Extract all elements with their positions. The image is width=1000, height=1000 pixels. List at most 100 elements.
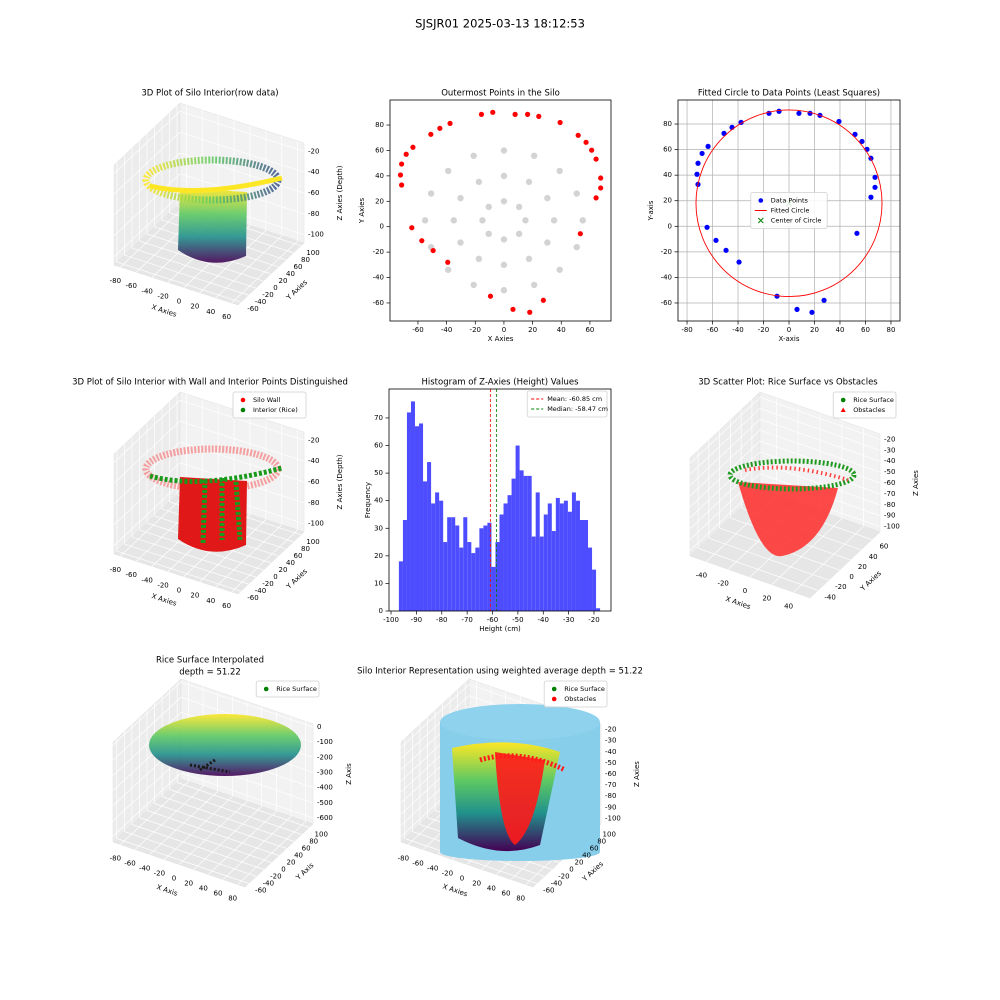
grid-line — [154, 803, 287, 849]
z-tick-label: -500 — [317, 799, 333, 807]
bar — [479, 528, 484, 611]
x-tick-label: -40 — [696, 572, 707, 580]
point-cloud — [149, 175, 283, 193]
point-cloud — [738, 482, 838, 557]
z-tick-label: -60 — [308, 478, 319, 486]
point — [723, 247, 729, 253]
grid-line — [180, 772, 314, 819]
axes-title: depth = 51.22 — [179, 668, 241, 678]
legend-marker — [551, 696, 557, 702]
point-cloud — [744, 465, 849, 482]
y-tick-label: 50 — [374, 469, 383, 477]
point — [428, 131, 434, 137]
point — [479, 217, 486, 224]
bar — [596, 608, 601, 611]
y-tick-label: -60 — [255, 887, 266, 895]
y-axis-label: Y-axis — [647, 200, 655, 221]
axes: -80-60-40-200204060-60-40-20020406080100… — [72, 89, 920, 903]
point — [573, 190, 580, 197]
x-tick-label: -60 — [412, 326, 423, 334]
surface — [440, 704, 600, 740]
grid-line — [131, 247, 257, 289]
bar — [463, 517, 468, 611]
axes-title: Outermost Points in the Silo — [441, 89, 560, 99]
legend-box — [232, 391, 307, 419]
grid-line — [689, 408, 761, 475]
y-tick-label: 20 — [375, 197, 384, 205]
bar — [402, 519, 407, 611]
surface — [440, 843, 600, 861]
grid-line — [113, 400, 181, 463]
y-tick-label: 60 — [879, 543, 888, 551]
y-tick-label: -20 — [558, 873, 569, 881]
point-cloud — [149, 465, 283, 546]
bar — [467, 542, 472, 611]
x-tick-label: 60 — [502, 890, 511, 898]
y-tick-label: -40 — [824, 593, 835, 601]
point — [530, 281, 538, 289]
point — [544, 239, 551, 246]
point — [556, 266, 563, 273]
z-tick-label: -200 — [317, 753, 333, 761]
y-tick-label: -40 — [263, 880, 274, 888]
legend-label: Rice Surface — [853, 396, 894, 404]
z-axis-label: Z Axies (Depth) — [336, 165, 344, 220]
point — [794, 306, 800, 312]
grid-line — [112, 757, 182, 822]
grid-line — [400, 695, 470, 759]
bar — [414, 426, 420, 611]
grid-line — [179, 152, 305, 194]
y-tick-label: -40 — [255, 298, 266, 306]
y-tick-label: 20 — [663, 197, 672, 205]
point — [475, 255, 483, 263]
y-tick-label: 10 — [374, 579, 383, 587]
y-tick-label: 20 — [575, 859, 584, 867]
z-tick-label: -20 — [308, 147, 319, 155]
surface — [479, 753, 567, 773]
point — [705, 143, 711, 149]
bar — [455, 525, 460, 611]
x-tick-label: 80 — [516, 895, 525, 903]
y-tick-label: -60 — [543, 887, 554, 895]
y-tick-label: 30 — [374, 524, 383, 532]
legend-label: Interior (Rice) — [253, 406, 298, 414]
bar — [475, 547, 480, 611]
z-tick-label: -100 — [884, 523, 900, 531]
y-tick-label: 0 — [380, 223, 384, 231]
y-tick-label: 60 — [294, 263, 303, 271]
z-tick-label: -300 — [317, 768, 333, 776]
x-tick-label: -20 — [470, 326, 481, 334]
z-tick-label: -40 — [605, 748, 616, 756]
bar — [523, 475, 528, 611]
bar — [567, 511, 572, 611]
grid-line — [131, 824, 265, 870]
grid-line — [113, 194, 181, 257]
point — [583, 139, 589, 145]
bar — [483, 525, 488, 611]
x-tick-label: 80 — [886, 326, 895, 334]
point-cloud — [178, 477, 247, 552]
y-tick-label: -40 — [373, 274, 384, 282]
grid-line — [139, 817, 272, 863]
z-tick-label: -70 — [884, 490, 895, 498]
point — [444, 266, 452, 273]
x-tick-label: 20 — [528, 326, 537, 334]
grid-line — [113, 111, 181, 174]
z-tick-label: -50 — [884, 468, 895, 476]
point — [444, 167, 452, 175]
y-tick-label: -60 — [373, 299, 384, 307]
x-tick-label: 60 — [861, 326, 870, 334]
point — [410, 144, 416, 150]
grid-line — [179, 420, 305, 462]
point — [736, 259, 742, 265]
bar — [579, 519, 585, 611]
grid-line — [179, 400, 305, 441]
point — [510, 306, 516, 312]
point — [525, 178, 533, 186]
z-tick-label: -600 — [317, 814, 333, 822]
axes-frame — [388, 388, 612, 612]
point — [593, 156, 599, 162]
y-tick-label: 40 — [294, 852, 303, 860]
bar — [592, 569, 597, 611]
x-tick-label: -40 — [427, 865, 438, 873]
